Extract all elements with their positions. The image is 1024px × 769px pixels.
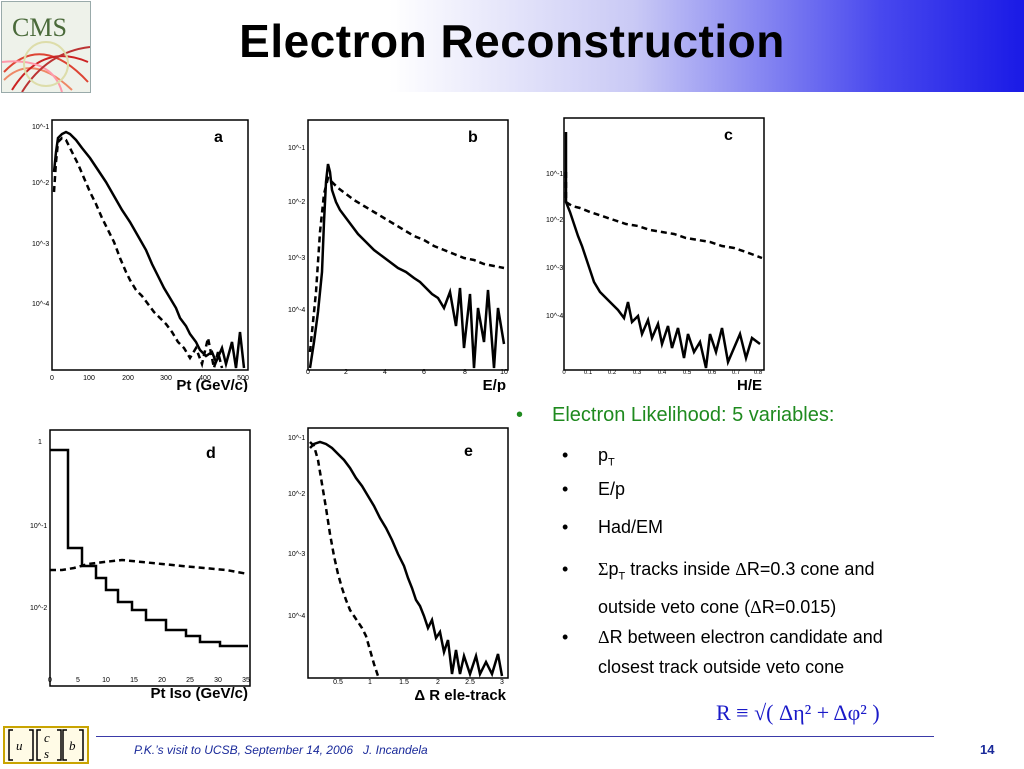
xtick: 5 (76, 677, 80, 684)
plot-c: 10^-1 10^-2 10^-3 10^-4 0 0.1 0.2 0.3 0.… (516, 112, 778, 392)
xtick: 1 (368, 679, 372, 686)
xtick: 0.7 (732, 370, 741, 376)
xtick: 2.5 (465, 679, 475, 686)
ytick: 10^-4 (288, 613, 305, 620)
xtick: 15 (130, 677, 138, 684)
ytick: 10^-2 (32, 180, 49, 187)
plot-d-svg: 1 10^-1 10^-2 0 5 10 15 20 25 30 35 Pt I… (30, 429, 251, 702)
sigma-symbol: Σ (598, 559, 609, 579)
ytick: 10^-2 (546, 217, 563, 224)
ytick: 10^-4 (32, 301, 49, 308)
ytick: 10^-1 (30, 523, 47, 530)
ucsb-letter: u (16, 738, 23, 753)
ytick: 10^-3 (288, 551, 305, 558)
bullet-dot: • (562, 627, 569, 647)
ytick: 10^-2 (288, 199, 305, 206)
xtick: 3 (500, 679, 504, 686)
xtick: 0.6 (708, 370, 717, 376)
xtick: 6 (422, 369, 426, 376)
ytick: 1 (38, 439, 42, 446)
plot-b: 10^-1 10^-2 10^-3 10^-4 0 2 4 6 8 10 E/p… (258, 112, 520, 392)
footer-text: P.K.’s visit to UCSB, September 14, 2006… (134, 743, 428, 757)
ytick: 10^-3 (546, 265, 563, 272)
ytick: 10^-1 (288, 435, 305, 442)
xtick: 2 (436, 679, 440, 686)
plot-e: 10^-1 10^-2 10^-3 10^-4 0.5 1 1.5 2 2.5 … (258, 424, 520, 704)
plot-a-xlabel: Pt (GeV/c) (176, 377, 248, 392)
xtick: 10 (500, 369, 508, 376)
header-band (0, 0, 1024, 92)
xtick: 25 (186, 677, 194, 684)
cms-logo-text: CMS (12, 13, 67, 42)
ytick: 10^-1 (32, 124, 49, 131)
xtick: 200 (122, 375, 134, 382)
xtick: 0.3 (633, 370, 642, 376)
plot-e-xlabel: Δ R ele-track (414, 687, 506, 704)
footer-rule (96, 736, 934, 737)
xtick: 100 (83, 375, 95, 382)
bullet-dot: • (516, 404, 524, 426)
xtick: 35 (242, 677, 250, 684)
plot-b-xlabel: E/p (483, 377, 506, 392)
ytick: 10^-2 (30, 605, 47, 612)
bullet-dot: • (562, 517, 569, 537)
plot-c-svg: 10^-1 10^-2 10^-3 10^-4 0 0.1 0.2 0.3 0.… (546, 117, 765, 392)
plot-d-xlabel: Pt Iso (GeV/c) (150, 685, 248, 702)
xtick: 0.4 (658, 370, 667, 376)
xtick: 0 (306, 369, 310, 376)
xtick: 0 (562, 370, 566, 376)
slide-title: Electron Reconstruction (239, 15, 785, 67)
bullet-dot: • (562, 445, 569, 465)
ucsb-logo: u c s b (3, 726, 89, 764)
delta-r-formula: R ≡ √( Δη² + Δφ² ) (716, 700, 880, 725)
ucsb-letter: c (44, 730, 50, 745)
ytick: 10^-4 (288, 307, 305, 314)
plot-a-svg: 10^-1 10^-2 10^-3 10^-4 0 100 200 300 40… (32, 119, 249, 392)
ytick: 10^-3 (32, 241, 49, 248)
had-label: Had/EM (598, 517, 664, 537)
plot-a-letter: a (214, 129, 223, 146)
ytick: 10^-4 (546, 313, 563, 320)
plot-a: 10^-1 10^-2 10^-3 10^-4 0 100 200 300 40… (0, 112, 262, 392)
ep-label: E/p (598, 479, 626, 499)
plot-d-letter: d (206, 445, 216, 462)
plot-e-letter: e (464, 443, 473, 460)
xtick: 0 (50, 375, 54, 382)
xtick: 400 (199, 375, 211, 382)
plot-b-svg: 10^-1 10^-2 10^-3 10^-4 0 2 4 6 8 10 E/p… (288, 119, 509, 392)
bullet-dot: • (562, 479, 569, 499)
xtick: 0.1 (584, 370, 593, 376)
xtick: 0.2 (608, 370, 617, 376)
cms-logo: CMS (1, 1, 91, 93)
ytick: 10^-3 (288, 255, 305, 262)
xtick: 0.5 (683, 370, 692, 376)
xtick: 0.8 (754, 370, 763, 376)
xtick: 4 (383, 369, 387, 376)
plot-e-svg: 10^-1 10^-2 10^-3 10^-4 0.5 1 1.5 2 2.5 … (288, 427, 509, 704)
xtick: 8 (463, 369, 467, 376)
pt-subscript: T (608, 456, 615, 469)
xtick: 0.5 (333, 679, 343, 686)
pt-label: p (598, 445, 609, 465)
ucsb-letter: s (44, 746, 49, 761)
plot-c-letter: c (724, 127, 733, 144)
xtick: 300 (160, 375, 172, 382)
xtick: 2 (344, 369, 348, 376)
main-bullet-text: Electron Likelihood: 5 variables: (552, 404, 835, 426)
plot-c-xlabel: H/E (737, 377, 762, 392)
xtick: 30 (214, 677, 222, 684)
bullet-dot: • (562, 559, 569, 579)
ucsb-letter: b (69, 738, 76, 753)
xtick: 10 (102, 677, 110, 684)
ytick: 10^-2 (288, 491, 305, 498)
page-number: 14 (980, 742, 995, 757)
xtick: 20 (158, 677, 166, 684)
plot-d: 1 10^-1 10^-2 0 5 10 15 20 25 30 35 Pt I… (0, 424, 262, 704)
xtick: 500 (237, 375, 249, 382)
plot-b-letter: b (468, 129, 478, 146)
ytick: 10^-1 (288, 145, 305, 152)
ytick: 10^-1 (546, 171, 563, 178)
xtick: 1.5 (399, 679, 409, 686)
xtick: 0 (48, 677, 52, 684)
